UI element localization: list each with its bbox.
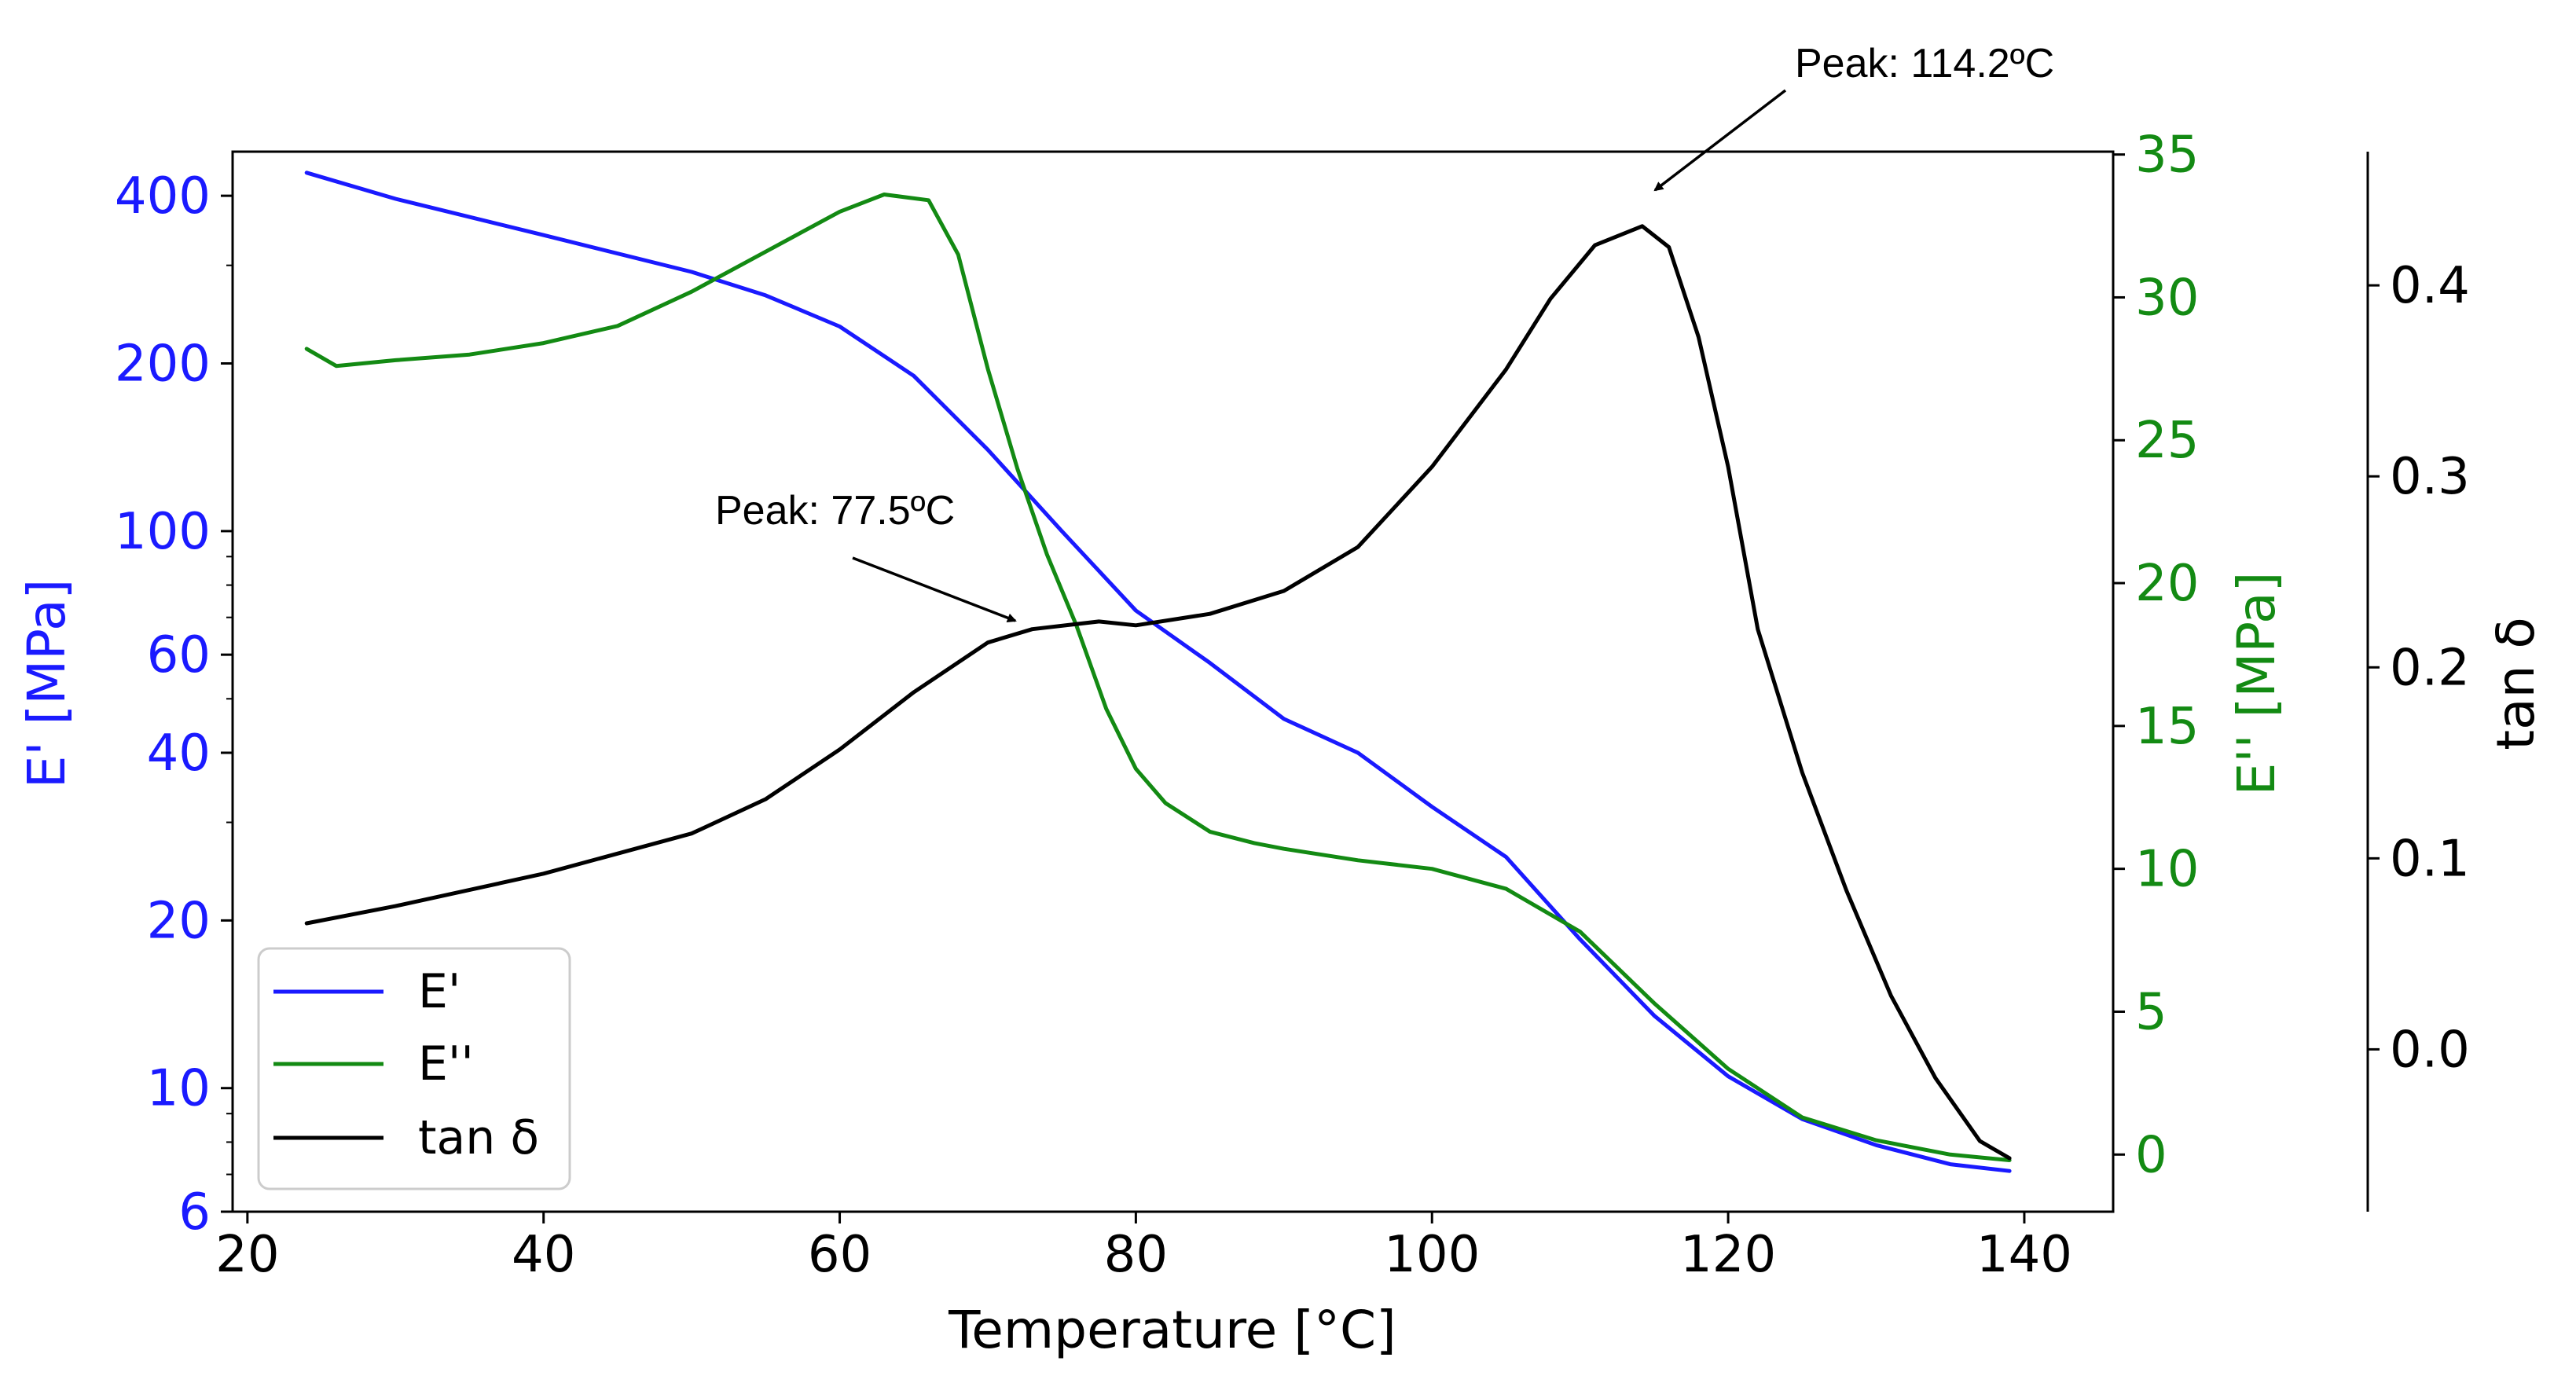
tan-delta-tick-label: 0.1 <box>2390 830 2470 888</box>
left-tick-label: 10 <box>147 1060 211 1118</box>
right-tick-label: 30 <box>2135 269 2199 327</box>
x-tick-label: 40 <box>512 1226 575 1284</box>
left-tick-label: 100 <box>115 503 211 561</box>
tan-delta-tick-label: 0.0 <box>2390 1021 2470 1079</box>
annotation-peak-1-arrow <box>852 556 1017 622</box>
legend: E' E'' tan δ <box>257 947 571 1190</box>
plot-area <box>231 150 2115 1213</box>
annotation-peak-1: Peak: 77.5ºC <box>715 488 1017 622</box>
tan-delta-tick-label: 0.4 <box>2390 257 2470 315</box>
right-tick-label: 25 <box>2135 412 2199 470</box>
x-tick-label: 80 <box>1104 1226 1168 1284</box>
left-tick-label: 6 <box>178 1183 211 1242</box>
x-tick-label: 140 <box>1976 1226 2072 1284</box>
left-tick-label: 40 <box>147 725 211 783</box>
x-tick-label: 20 <box>215 1226 279 1284</box>
left-tick-label: 20 <box>147 892 211 950</box>
tan-delta-tick-label: 0.3 <box>2390 448 2470 506</box>
legend-label-e-double-prime: E'' <box>418 1036 474 1091</box>
x-tick-label: 100 <box>1384 1226 1480 1284</box>
legend-label-e-prime: E' <box>418 964 461 1019</box>
left-tick-label: 200 <box>115 336 211 394</box>
series-line-e-prime <box>304 171 2012 1173</box>
ticks-layer: 20 40 60 80 100 120 140 6 10 20 40 60 100 200 400 0 5 10 1… <box>115 127 2470 1284</box>
legend-box <box>257 947 571 1190</box>
left-tick-label: 400 <box>115 167 211 226</box>
series-layer <box>304 171 2012 1173</box>
right-tick-label: 10 <box>2135 841 2199 899</box>
right-tick-label: 0 <box>2135 1126 2167 1184</box>
series-line-tan-delta <box>304 224 2012 1161</box>
annotation-peak-1-label: Peak: 77.5ºC <box>715 488 955 534</box>
x-tick-label: 60 <box>808 1226 872 1284</box>
left-axis-label: E' [MPa] <box>17 579 77 789</box>
right-tick-label: 20 <box>2135 555 2199 613</box>
right-tick-label: 35 <box>2135 127 2199 185</box>
right-axis-label: E'' [MPa] <box>2226 572 2287 796</box>
annotation-peak-2-arrow <box>1653 89 1787 192</box>
left-tick-label: 60 <box>147 626 211 684</box>
annotation-peak-2-label: Peak: 114.2ºC <box>1795 41 2054 86</box>
right-tick-label: 15 <box>2135 698 2199 756</box>
annotation-peak-2: Peak: 114.2ºC <box>1653 41 2054 192</box>
tan-delta-tick-label: 0.2 <box>2390 639 2470 697</box>
right-tick-label: 5 <box>2135 983 2167 1041</box>
x-axis-label: Temperature [°C] <box>948 1300 1396 1360</box>
series-line-e-double-prime <box>304 193 2012 1162</box>
x-tick-label: 120 <box>1680 1226 1776 1284</box>
tan-delta-axis-label: tan δ <box>2486 617 2546 750</box>
legend-label-tan-delta: tan δ <box>418 1110 539 1165</box>
